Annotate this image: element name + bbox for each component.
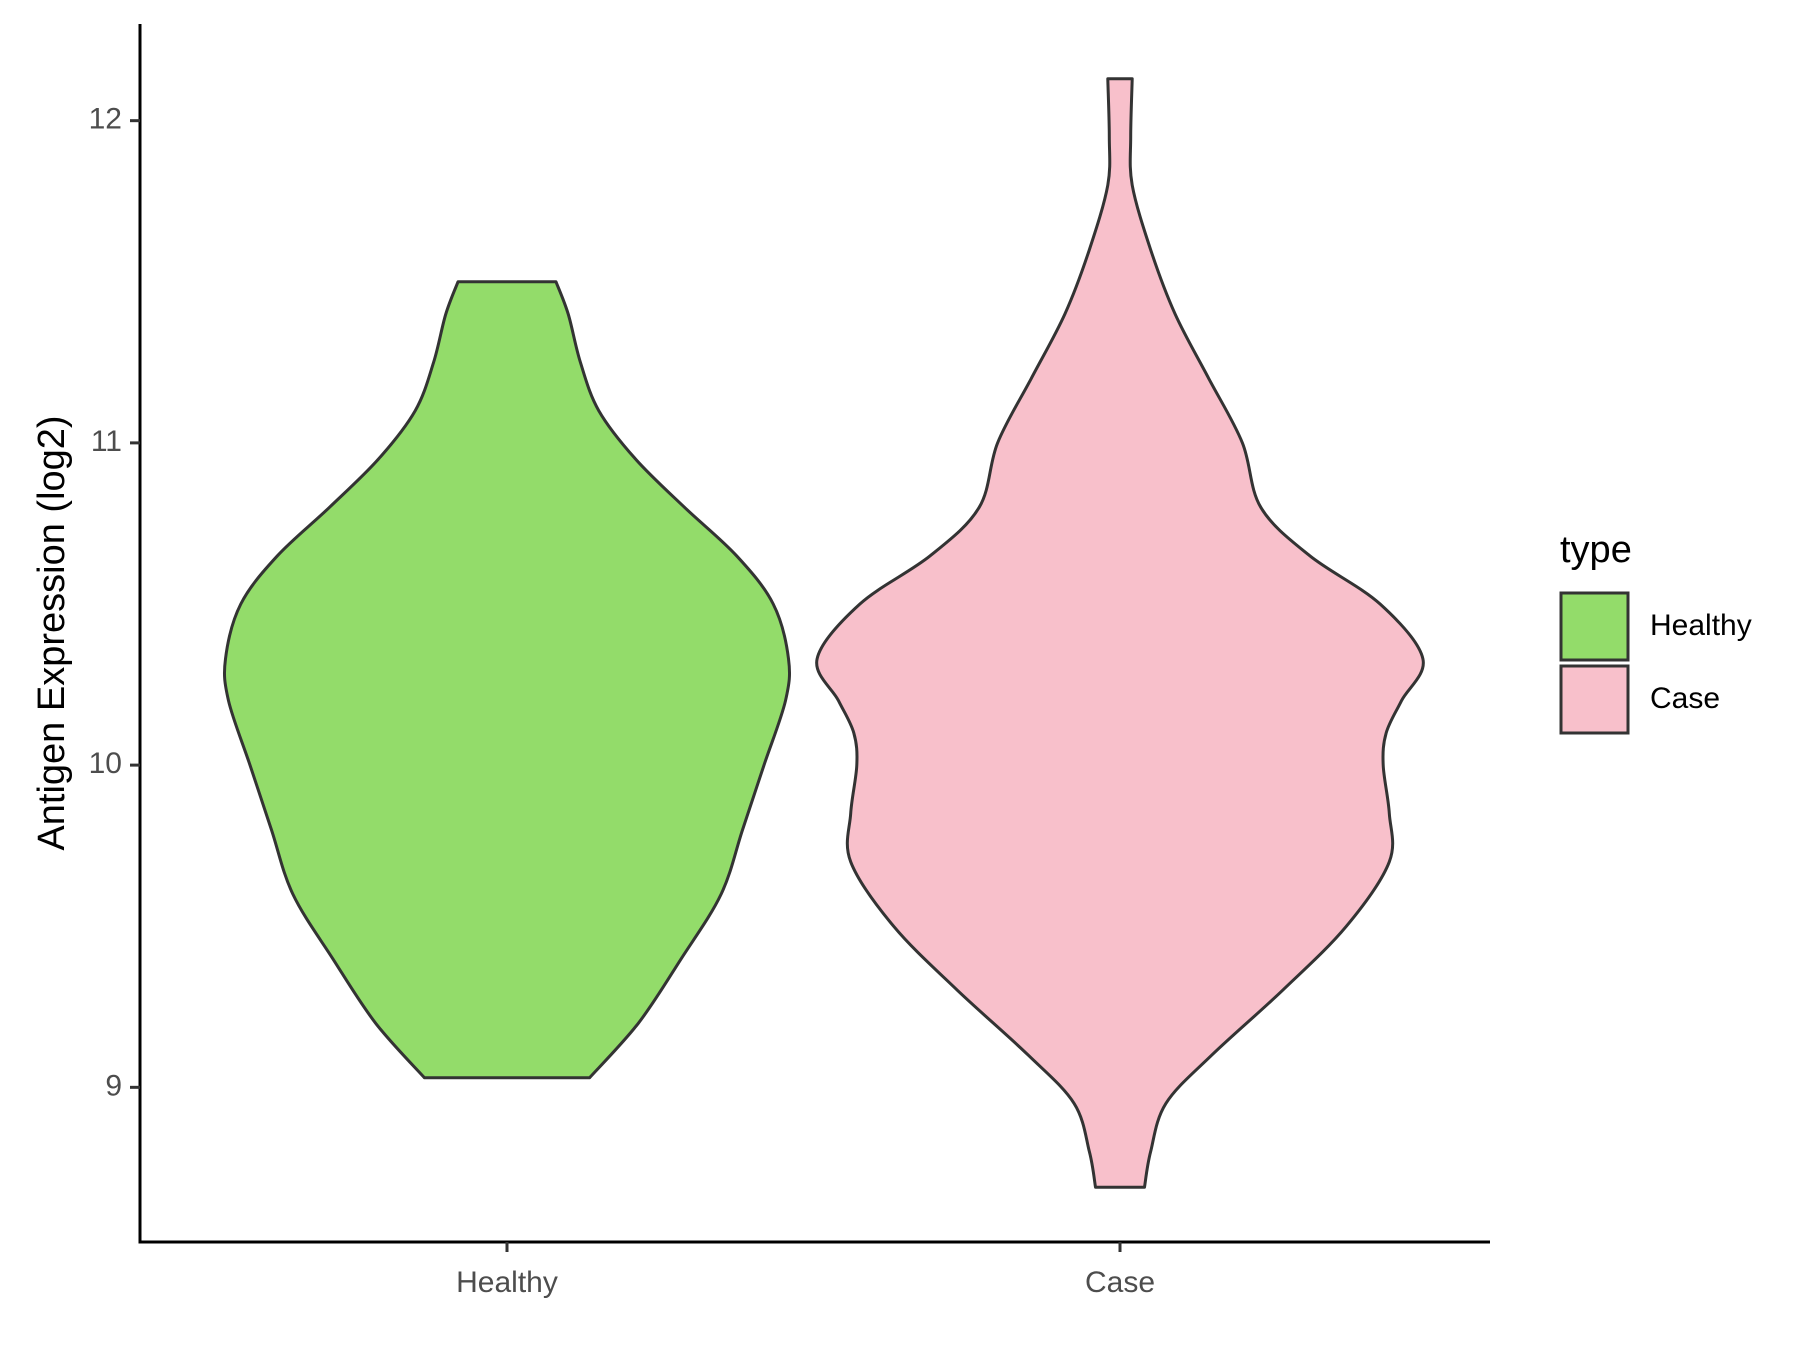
- x-tick-label: Healthy: [456, 1266, 558, 1299]
- violin-healthy: [222, 280, 792, 1080]
- legend-label-healthy: Healthy: [1650, 609, 1752, 642]
- y-tick-label: 10: [89, 747, 122, 780]
- legend: Healthy Case: [1559, 591, 1752, 735]
- violin-layer: [222, 77, 1425, 1189]
- x-tick-label: Case: [1085, 1266, 1155, 1299]
- y-axis-title: Antigen Expression (log2): [31, 415, 73, 850]
- legend-key-healthy: [1559, 591, 1630, 662]
- y-tick-label: 11: [91, 425, 122, 458]
- legend-label-case: Case: [1650, 682, 1720, 715]
- y-axis-ticks: 9 10 11 12: [89, 103, 140, 1102]
- legend-title: type: [1560, 529, 1632, 571]
- legend-key-case: [1559, 664, 1630, 735]
- x-axis-ticks: Healthy Case: [456, 1242, 1155, 1299]
- violin-case: [815, 77, 1425, 1189]
- y-tick-label: 9: [105, 1069, 122, 1102]
- y-tick-label: 12: [89, 103, 122, 136]
